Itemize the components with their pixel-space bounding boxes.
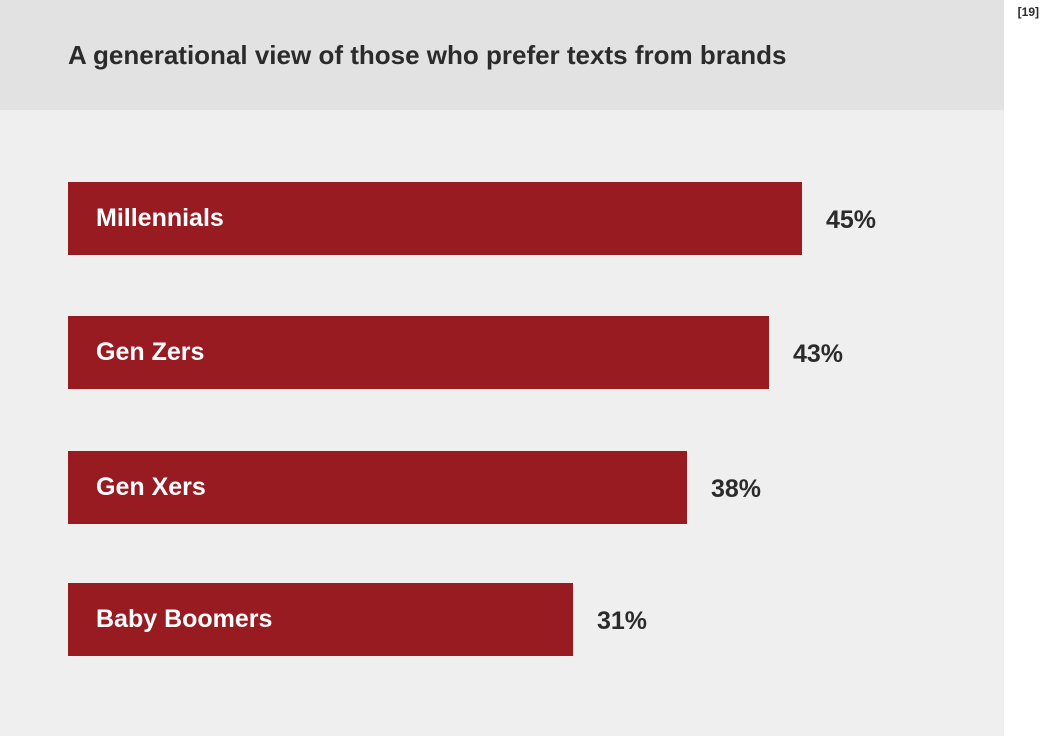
bar-value-label: 43% — [793, 340, 844, 368]
bar-value-label: 45% — [826, 206, 877, 234]
footnote-reference: [19] — [1017, 5, 1039, 19]
chart-title: A generational view of those who prefer … — [68, 40, 787, 70]
bar-value-label: 31% — [597, 607, 648, 635]
bar-gen-zers: Gen Zers — [68, 316, 769, 389]
bar-value-label: 38% — [711, 475, 762, 503]
bar-baby-boomers: Baby Boomers — [68, 583, 573, 656]
chart-header: A generational view of those who prefer … — [0, 0, 1004, 110]
bar-area: Millennials 45% Gen Zers 43% Gen Xers 38% Baby… — [68, 182, 877, 656]
bar-millennials: Millennials — [68, 182, 802, 255]
bar-gen-xers: Gen Xers — [68, 451, 687, 524]
